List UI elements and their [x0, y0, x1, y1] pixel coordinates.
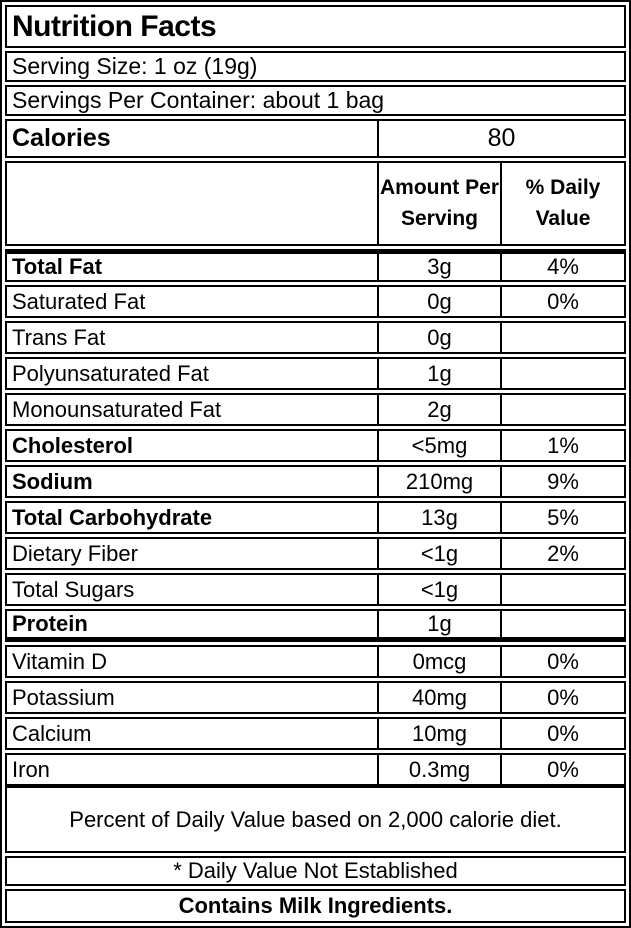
- allergen-statement-row: Contains Milk Ingredients.: [5, 889, 626, 923]
- nutrient-amount: <1g: [377, 539, 500, 568]
- nutrient-name: Dietary Fiber: [12, 540, 138, 566]
- nutrient-amount: 210mg: [377, 467, 500, 496]
- nutrient-amount: <5mg: [377, 431, 500, 460]
- nutrient-daily-value: 2%: [500, 539, 624, 568]
- nutrient-name: Cholesterol: [12, 432, 134, 458]
- nutrient-amount: 0.3mg: [377, 755, 500, 784]
- nutrient-amount: 0mcg: [377, 647, 500, 676]
- nutrient-amount: 2g: [377, 395, 500, 424]
- nutrient-amount: 10mg: [377, 719, 500, 748]
- nutrient-name: Protein: [12, 611, 88, 636]
- calories-row: Calories 80: [5, 119, 626, 158]
- label-title-row: Nutrition Facts: [5, 5, 626, 48]
- calories-label: Calories: [12, 124, 111, 152]
- label-title: Nutrition Facts: [12, 9, 217, 43]
- column-header-row: Amount Per Serving % Daily Value: [5, 161, 626, 246]
- nutrient-daily-value: 5%: [500, 503, 624, 532]
- nutrient-daily-value: 1%: [500, 431, 624, 460]
- nutrient-amount: 0g: [377, 323, 500, 352]
- nutrient-amount: 40mg: [377, 683, 500, 712]
- nutrient-row: Total Carbohydrate 13g 5%: [5, 501, 626, 534]
- nutrient-row: Monounsaturated Fat 2g: [5, 393, 626, 426]
- nutrient-daily-value: 0%: [500, 683, 624, 712]
- nutrient-daily-value: 0%: [500, 719, 624, 748]
- percent-daily-value-header: % Daily Value: [500, 163, 624, 244]
- nutrient-name: Saturated Fat: [12, 288, 146, 314]
- dv-not-established-text: * Daily Value Not Established: [173, 858, 458, 883]
- nutrient-name: Calcium: [12, 720, 92, 746]
- nutrient-name: Potassium: [12, 684, 115, 710]
- nutrient-amount: 1g: [377, 359, 500, 388]
- nutrient-name: Vitamin D: [12, 648, 107, 674]
- nutrient-row: Sodium 210mg 9%: [5, 465, 626, 498]
- nutrient-row: Calcium 10mg 0%: [5, 717, 626, 750]
- dv-not-established-row: * Daily Value Not Established: [5, 856, 626, 886]
- nutrient-name: Monounsaturated Fat: [12, 396, 222, 422]
- nutrient-name: Sodium: [12, 468, 93, 494]
- nutrient-row: Dietary Fiber <1g 2%: [5, 537, 626, 570]
- nutrient-daily-value: [500, 359, 624, 388]
- nutrient-daily-value: 9%: [500, 467, 624, 496]
- nutrient-daily-value: [500, 395, 624, 424]
- nutrient-daily-value: 0%: [500, 647, 624, 676]
- nutrient-row: Cholesterol <5mg 1%: [5, 429, 626, 462]
- nutrient-name: Iron: [12, 756, 50, 782]
- nutrient-daily-value: [500, 611, 624, 637]
- nutrient-row: Total Fat 3g 4%: [5, 249, 626, 282]
- nutrient-row: Iron 0.3mg 0%: [5, 753, 626, 786]
- servings-per-container-row: Servings Per Container: about 1 bag: [5, 85, 626, 116]
- nutrient-name: Trans Fat: [12, 324, 106, 350]
- nutrient-name: Polyunsaturated Fat: [12, 360, 209, 386]
- calories-value: 80: [377, 121, 624, 156]
- nutrient-amount: 3g: [377, 254, 500, 280]
- nutrient-name: Total Carbohydrate: [12, 504, 213, 530]
- nutrient-name: Total Sugars: [12, 576, 135, 602]
- nutrient-daily-value: [500, 323, 624, 352]
- nutrient-row: Potassium 40mg 0%: [5, 681, 626, 714]
- nutrient-row: Vitamin D 0mcg 0%: [5, 645, 626, 678]
- header-spacer-cell: [7, 163, 377, 244]
- nutrient-daily-value: 0%: [500, 755, 624, 784]
- serving-size-text: Serving Size: 1 oz (19g): [12, 53, 258, 79]
- nutrient-row: Polyunsaturated Fat 1g: [5, 357, 626, 390]
- serving-size-row: Serving Size: 1 oz (19g): [5, 51, 626, 82]
- allergen-statement-text: Contains Milk Ingredients.: [178, 893, 453, 918]
- nutrient-amount: 13g: [377, 503, 500, 532]
- amount-per-serving-header: Amount Per Serving: [377, 163, 500, 244]
- nutrient-row: Total Sugars <1g: [5, 573, 626, 606]
- daily-value-footnote-row: Percent of Daily Value based on 2,000 ca…: [5, 786, 626, 853]
- nutrient-daily-value: 4%: [500, 254, 624, 280]
- nutrient-daily-value: 0%: [500, 287, 624, 316]
- nutrient-amount: 0g: [377, 287, 500, 316]
- nutrient-row: Trans Fat 0g: [5, 321, 626, 354]
- nutrient-name: Total Fat: [12, 254, 103, 279]
- nutrient-row: Saturated Fat 0g 0%: [5, 285, 626, 318]
- nutrient-amount: 1g: [377, 611, 500, 637]
- nutrient-amount: <1g: [377, 575, 500, 604]
- servings-per-container-text: Servings Per Container: about 1 bag: [12, 87, 385, 113]
- daily-value-footnote-text: Percent of Daily Value based on 2,000 ca…: [69, 806, 562, 832]
- nutrient-daily-value: [500, 575, 624, 604]
- nutrient-row: Protein 1g: [5, 609, 626, 642]
